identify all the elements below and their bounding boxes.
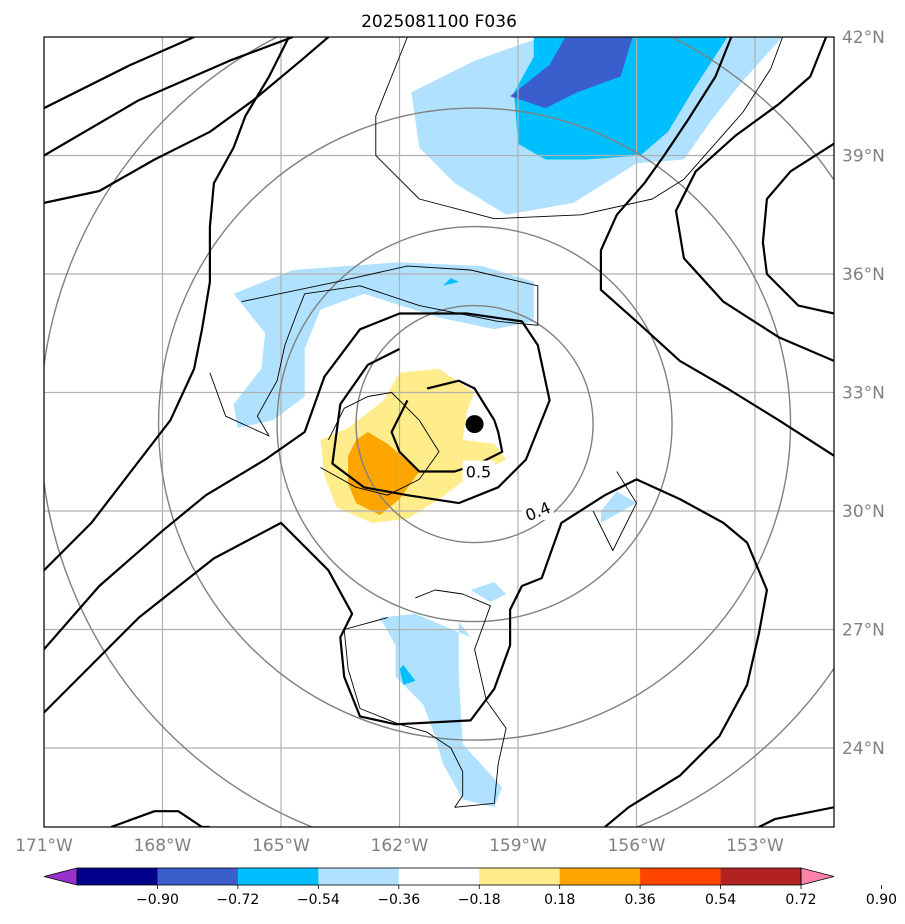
thick-contour-line (390, 379, 504, 473)
thick-contour-line (44, 37, 290, 572)
longitude-tick-labels: 171°W 168°W 165°W 162°W 159°W 156°W 153°W (15, 836, 784, 856)
contour-label-background (462, 460, 495, 481)
shaded-region (470, 582, 507, 602)
latitude-tick-labels: 42°N 39°N 36°N 33°N 30°N 27°N 24°N (842, 28, 885, 759)
shaded-region (379, 613, 503, 808)
colorbar-segment (77, 868, 158, 885)
colorbar-outline (76, 867, 802, 886)
thick-contour-line (674, 37, 834, 362)
thin-contour-line (375, 37, 784, 220)
lon-tick-label: 168°W (134, 836, 192, 856)
range-ring (355, 304, 594, 544)
lon-tick-label: 159°W (489, 836, 547, 856)
colorbar-segment (720, 868, 802, 885)
lat-tick-label: 30°N (842, 502, 885, 522)
colorbar (43, 867, 835, 886)
contour-label-background (521, 500, 554, 520)
shaded-region (510, 37, 633, 109)
colorbar-extend-low (43, 867, 78, 886)
shaded-region (399, 665, 416, 685)
colorbar-tick-label: 0.90 (866, 892, 897, 908)
storm-center-marker (465, 415, 484, 434)
thick-contour-line (599, 37, 834, 457)
thick-contour-line (44, 37, 294, 157)
lon-tick-label: 153°W (726, 836, 784, 856)
chart-title: 2025081100 F036 (361, 12, 517, 32)
colorbar-tick-label: −0.72 (216, 892, 259, 908)
thin-contour-line (343, 589, 507, 808)
lat-tick-label: 33°N (842, 384, 885, 404)
thick-contour-line (44, 37, 330, 204)
colorbar-tick-label: 0.18 (544, 892, 575, 908)
colorbar-tick-label: 0.36 (625, 892, 656, 908)
thick-contours (44, 37, 834, 827)
lon-tick-label: 171°W (15, 836, 73, 856)
map-frame (43, 36, 835, 828)
lon-tick-label: 165°W (252, 836, 310, 856)
shaded-region (442, 278, 459, 286)
map-plot-area: 0.50.4 (44, 37, 834, 827)
colorbar-tick-label: −0.54 (297, 892, 340, 908)
contour-labels: 0.50.4 (462, 460, 554, 525)
range-ring (276, 225, 673, 623)
shaded-region (600, 491, 637, 523)
range-ring (157, 107, 792, 741)
lat-tick-label: 27°N (842, 621, 885, 641)
colorbar-segment (640, 868, 722, 885)
colorbar-segment (559, 868, 641, 885)
thick-contour-line (110, 810, 210, 827)
shading-layer (233, 37, 783, 808)
lat-tick-label: 39°N (842, 147, 885, 167)
range-rings (44, 37, 834, 827)
lon-tick-label: 156°W (608, 836, 666, 856)
colorbar-segment (479, 868, 561, 885)
thick-contour-line (44, 37, 195, 110)
colorbar-tick-label: −0.18 (458, 892, 501, 908)
thin-contours (209, 37, 784, 808)
colorbar-tick-labels: −0.90 −0.72 −0.54 −0.36 −0.18 0.18 0.36 0.54 0.7… (136, 885, 897, 908)
contour-label: 0.5 (466, 463, 491, 482)
colorbar-segment (318, 868, 400, 885)
lat-tick-label: 24°N (842, 739, 885, 759)
colorbar-tick-label: −0.90 (136, 892, 179, 908)
thick-contour-line (761, 142, 834, 315)
colorbar-tick-label: 0.72 (785, 892, 816, 908)
thick-contour-line (44, 312, 551, 651)
lat-tick-label: 42°N (842, 28, 885, 48)
lon-tick-label: 162°W (371, 836, 429, 856)
colorbar-tick-label: 0.54 (705, 892, 736, 908)
colorbar-segment (157, 868, 239, 885)
thin-contour-line (592, 471, 637, 551)
lat-tick-label: 36°N (842, 265, 885, 285)
thick-contour-line (44, 478, 769, 827)
thin-contour-line (320, 392, 440, 496)
thick-contour-line (758, 806, 834, 827)
colorbar-segment (237, 868, 319, 885)
shaded-region (233, 262, 534, 428)
thin-contour-line (209, 265, 539, 437)
colorbar-extend-high (800, 867, 835, 886)
colorbar-segment (398, 868, 480, 885)
colorbar-tick-label: −0.36 (377, 892, 420, 908)
